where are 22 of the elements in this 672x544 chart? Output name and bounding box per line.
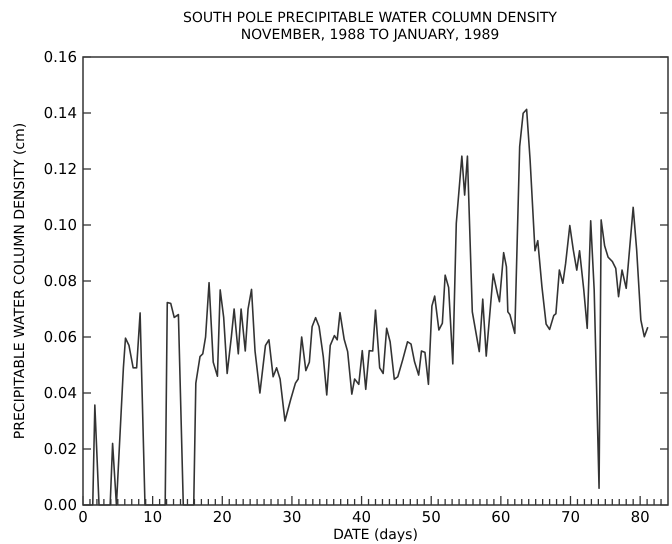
x-tick-label: 70 xyxy=(560,508,580,526)
x-tick-label: 30 xyxy=(282,508,302,526)
chart-subtitle: NOVEMBER, 1988 TO JANUARY, 1989 xyxy=(240,27,500,43)
x-tick-label: 0 xyxy=(78,508,88,526)
y-tick-label: 0.02 xyxy=(44,440,77,458)
x-tick-label: 40 xyxy=(352,508,372,526)
x-tick-label: 80 xyxy=(630,508,650,526)
y-tick-label: 0.12 xyxy=(44,160,77,178)
y-tick-label: 0.16 xyxy=(44,48,77,66)
y-tick-label: 0.10 xyxy=(44,216,77,234)
y-tick-label: 0.00 xyxy=(44,496,77,514)
x-axis-title: DATE (days) xyxy=(333,527,418,543)
y-tick-label: 0.08 xyxy=(44,272,77,290)
x-tick-label: 60 xyxy=(491,508,510,526)
y-tick-label: 0.06 xyxy=(44,328,77,346)
x-tick-label: 10 xyxy=(143,508,162,526)
y-tick-label: 0.04 xyxy=(44,384,77,402)
x-tick-label: 20 xyxy=(212,508,232,526)
y-axis-title: PRECIPITABLE WATER COLUMN DENSITY (cm) xyxy=(12,122,28,440)
chart-title: SOUTH POLE PRECIPITABLE WATER COLUMN DENSITY xyxy=(183,10,558,26)
y-tick-label: 0.14 xyxy=(44,104,77,122)
x-tick-label: 50 xyxy=(422,508,441,526)
